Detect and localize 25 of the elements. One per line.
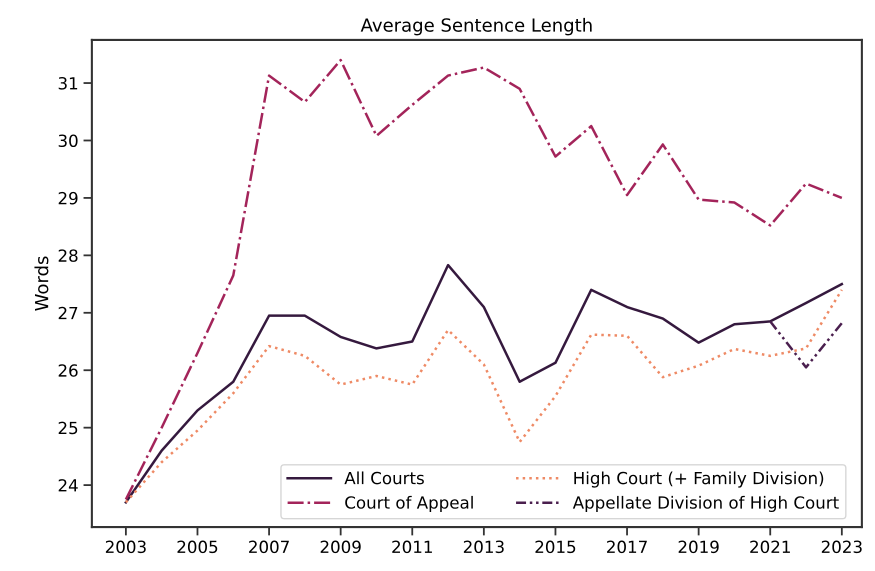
legend-label: All Courts xyxy=(344,471,424,484)
y-tick-label: 30 xyxy=(58,134,78,148)
legend-label: High Court (+ Family Division) xyxy=(574,471,824,488)
x-tick-label: 2021 xyxy=(750,540,790,554)
x-tick-label: 2013 xyxy=(464,540,504,554)
x-tick-label: 2023 xyxy=(822,540,862,554)
y-axis-title: Words xyxy=(34,256,48,311)
x-tick-label: 2019 xyxy=(678,540,719,554)
x-tick-label: 2007 xyxy=(249,540,289,554)
y-tick-label: 27 xyxy=(58,306,78,320)
y-tick-label: 25 xyxy=(58,422,78,434)
legend-label: Appellate Division of High Court xyxy=(572,496,839,512)
x-tick-label: 2015 xyxy=(535,540,576,554)
y-tick-label: 24 xyxy=(58,479,78,492)
y-tick-label: 28 xyxy=(58,249,78,262)
x-tick-label: 2017 xyxy=(607,540,647,554)
chart-title: Average Sentence Length xyxy=(360,18,592,36)
legend-label: Court of Appeal xyxy=(345,496,473,512)
x-tick-label: 2011 xyxy=(392,540,432,554)
x-tick-label: 2009 xyxy=(320,540,361,554)
y-tick-label: 26 xyxy=(58,364,78,377)
x-tick-label: 2003 xyxy=(106,540,146,554)
y-tick-label: 31 xyxy=(58,77,78,90)
x-tick-label: 2005 xyxy=(177,540,218,554)
y-tick-label: 29 xyxy=(58,192,78,204)
